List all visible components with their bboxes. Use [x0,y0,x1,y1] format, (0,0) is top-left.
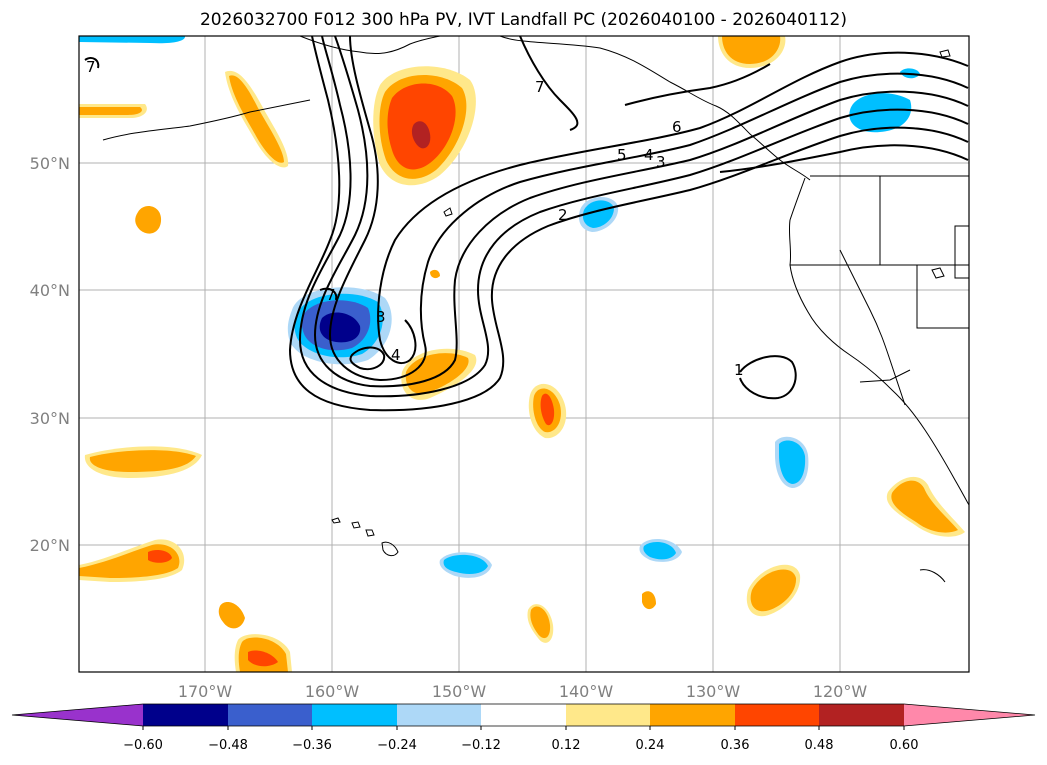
colorbar-segment [650,704,735,726]
colorbar-label: 0.36 [721,738,750,753]
coastlines [102,36,969,583]
colorbar-segment [735,704,819,726]
contour-label: 3 [376,308,386,326]
contour-label: 6 [672,118,682,136]
colorbar-extend-low [12,704,143,726]
colorbar-segment [312,704,397,726]
latitude-labels: 50°N 40°N 30°N 20°N [30,154,70,555]
pv-anomaly-fills [79,36,965,672]
contour-label: 7 [86,58,96,76]
positive-anomaly-north [373,66,476,186]
colorbar-label: −0.36 [292,738,332,753]
colorbar-ticks [142,726,905,730]
contour-label: 3 [656,153,666,171]
lat-label: 20°N [30,536,70,555]
contour-labels: 7 7 6 5 4 3 2 3 4 7 1 [86,58,744,379]
lat-label: 50°N [30,154,70,173]
colorbar-label: −0.60 [123,738,163,753]
colorbar-segment [481,704,566,726]
colorbar-extend-high [904,704,1035,726]
colorbar-label: −0.48 [208,738,248,753]
contour-label: 4 [644,146,654,164]
colorbar-segment [819,704,904,726]
colorbar-segment [397,704,481,726]
lon-label: 150°W [432,682,487,701]
contour-label: 5 [617,146,627,164]
lat-label: 40°N [30,281,70,300]
islands [331,49,951,557]
colorbar: −0.60 −0.48 −0.36 −0.24 −0.12 0.12 0.24 … [11,703,1036,753]
colorbar-label: 0.48 [805,738,834,753]
map-title: 2026032700 F012 300 hPa PV, IVT Landfall… [199,10,847,30]
colorbar-label: −0.12 [461,738,501,753]
lon-label: 160°W [305,682,360,701]
contour-label: 7 [326,286,336,304]
colorbar-segment [143,704,228,726]
longitude-labels: 170°W 160°W 150°W 140°W 130°W 120°W [178,682,868,701]
lon-label: 130°W [686,682,741,701]
map-frame [78,35,970,673]
contour-label: 2 [558,206,568,224]
lat-label: 30°N [30,409,70,428]
colorbar-label: 0.60 [890,738,919,753]
ivt-contours [84,36,969,412]
lon-label: 120°W [813,682,868,701]
lon-label: 170°W [178,682,233,701]
contour-label: 7 [535,78,545,96]
contour-label: 4 [391,346,401,364]
contour-label: 1 [734,361,744,379]
colorbar-label: −0.24 [377,738,417,753]
colorbar-segment [566,704,650,726]
lon-label: 140°W [559,682,614,701]
colorbar-label: 0.12 [552,738,581,753]
colorbar-label: 0.24 [636,738,665,753]
map-plot-area [79,36,969,672]
colorbar-segment [228,704,312,726]
